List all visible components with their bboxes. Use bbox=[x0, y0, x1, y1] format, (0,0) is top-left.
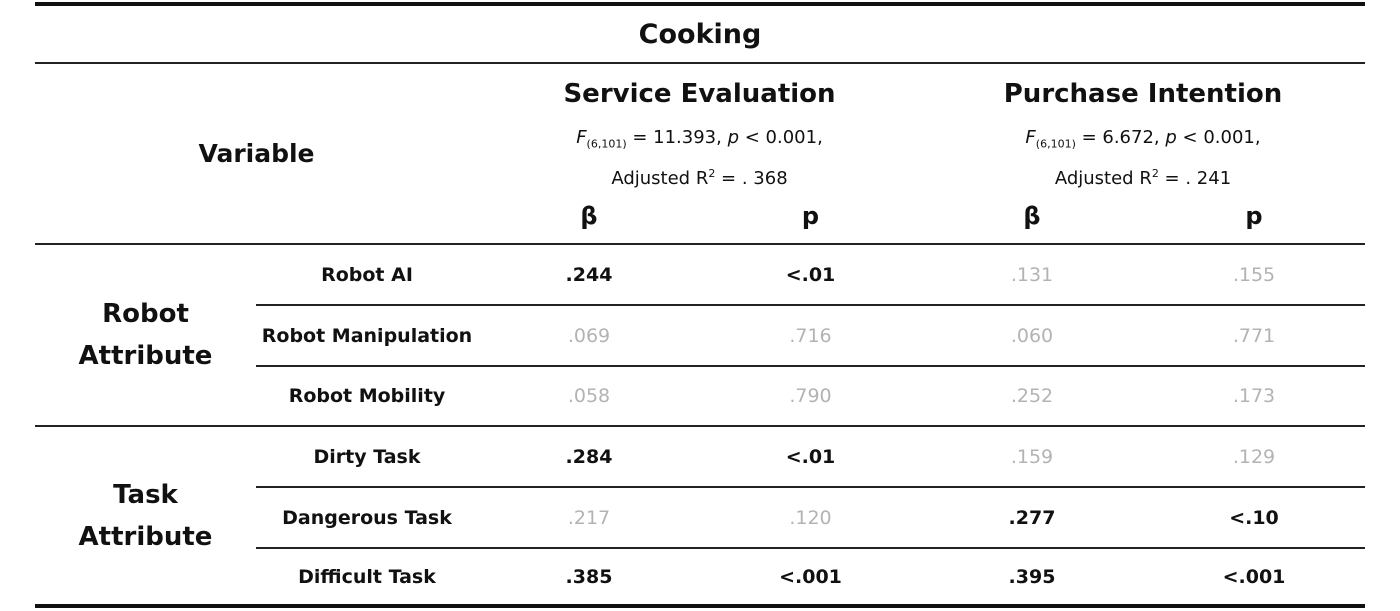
col-header-p: p bbox=[801, 202, 820, 230]
stat-f-symbol: F bbox=[1025, 127, 1036, 149]
stat-p-symbol: p bbox=[727, 127, 740, 149]
header-rule bbox=[35, 243, 1365, 245]
stat-line-f: F(6,101) = 6.672, p < 0.001, bbox=[1025, 123, 1260, 159]
stat-line-f: F(6,101) = 11.393, p < 0.001, bbox=[576, 123, 823, 159]
section-rule bbox=[35, 425, 1365, 427]
section-label-line: Attribute bbox=[78, 521, 213, 552]
stat-r2-sup: 2 bbox=[1151, 166, 1159, 180]
cell-value: .069 bbox=[567, 324, 611, 347]
group-title-purchase-intention: Purchase Intention bbox=[1003, 79, 1283, 109]
cell-value: .129 bbox=[1232, 445, 1276, 468]
cell-value: .120 bbox=[789, 506, 832, 529]
col-header-p: p bbox=[1245, 202, 1263, 230]
section-label-line: Attribute bbox=[78, 341, 213, 371]
stat-p-value: < 0.001, bbox=[739, 127, 823, 149]
section-label-line: Robot bbox=[102, 299, 189, 329]
stat-f-symbol: F bbox=[576, 127, 587, 149]
cell-value: .159 bbox=[1010, 445, 1054, 468]
row-rule bbox=[256, 365, 1365, 367]
regression-table: Cooking Variable Service Evaluation F(6,… bbox=[35, 2, 1365, 608]
row-rule bbox=[256, 486, 1365, 488]
cell-value: .395 bbox=[1008, 565, 1056, 588]
cell-value: .173 bbox=[1232, 385, 1276, 407]
row-label-dangerous-task: Dangerous Task bbox=[282, 506, 452, 529]
top-rule bbox=[35, 2, 1365, 6]
cell-value: .060 bbox=[1010, 324, 1054, 347]
title-rule bbox=[35, 62, 1365, 64]
cell-value: .131 bbox=[1010, 263, 1054, 286]
stat-p-value: < 0.001, bbox=[1176, 127, 1261, 149]
stat-f-value: = 11.393, bbox=[626, 127, 728, 149]
cell-value: <.001 bbox=[779, 565, 842, 588]
section-label-line: Task bbox=[113, 479, 178, 510]
cell-value: .284 bbox=[565, 445, 613, 468]
group-title-service-evaluation: Service Evaluation bbox=[563, 79, 836, 109]
stat-r2-label: Adjusted R bbox=[1054, 167, 1152, 189]
stat-df: (6,101) bbox=[1035, 137, 1076, 151]
row-label-dirty-task: Dirty Task bbox=[313, 445, 421, 468]
row-label-difficult-task: Difficult Task bbox=[298, 565, 436, 588]
cell-value: .790 bbox=[789, 385, 832, 407]
stat-r2-value: = . 241 bbox=[1158, 167, 1232, 189]
stat-r2-value: = . 368 bbox=[715, 167, 788, 189]
cell-value: .716 bbox=[789, 324, 832, 347]
stat-df: (6,101) bbox=[586, 137, 627, 151]
stat-r2-label: Adjusted R bbox=[611, 167, 709, 189]
cell-value: .244 bbox=[565, 263, 613, 286]
row-rule bbox=[256, 547, 1365, 549]
cell-value: .771 bbox=[1232, 324, 1276, 347]
cell-value: <.01 bbox=[785, 445, 836, 468]
row-label-robot-mobility: Robot Mobility bbox=[288, 385, 446, 407]
cell-value: .058 bbox=[567, 385, 611, 407]
cell-value: .155 bbox=[1232, 263, 1276, 286]
stat-line-r2: Adjusted R2 = . 241 bbox=[1055, 159, 1231, 193]
section-label-robot-attribute: Robot Attribute bbox=[35, 245, 256, 425]
group-stats-service-evaluation: F(6,101) = 11.393, p < 0.001, Adjusted R… bbox=[478, 127, 921, 189]
cell-value: .277 bbox=[1008, 506, 1056, 529]
bottom-rule bbox=[35, 604, 1365, 608]
cell-value: <.001 bbox=[1222, 565, 1286, 588]
cell-value: .252 bbox=[1010, 385, 1054, 407]
row-rule bbox=[256, 304, 1365, 306]
stat-f-value: = 6.672, bbox=[1075, 127, 1166, 149]
cell-value: <.01 bbox=[785, 263, 836, 286]
row-label-robot-ai: Robot AI bbox=[321, 263, 413, 286]
variable-header: Variable bbox=[198, 139, 315, 168]
col-header-beta: β bbox=[1023, 202, 1041, 230]
stat-p-symbol: p bbox=[1165, 127, 1177, 149]
cell-value: <.10 bbox=[1229, 506, 1279, 529]
table-title: Cooking bbox=[638, 18, 762, 50]
group-stats-purchase-intention: F(6,101) = 6.672, p < 0.001, Adjusted R2… bbox=[921, 127, 1365, 189]
section-label-task-attribute: Task Attribute bbox=[35, 427, 256, 604]
col-header-beta: β bbox=[580, 202, 598, 230]
cell-value: .385 bbox=[565, 565, 613, 588]
stat-r2-sup: 2 bbox=[708, 166, 716, 180]
row-label-robot-manipulation: Robot Manipulation bbox=[261, 324, 473, 347]
stat-line-r2: Adjusted R2 = . 368 bbox=[611, 159, 787, 193]
cell-value: .217 bbox=[567, 506, 611, 529]
